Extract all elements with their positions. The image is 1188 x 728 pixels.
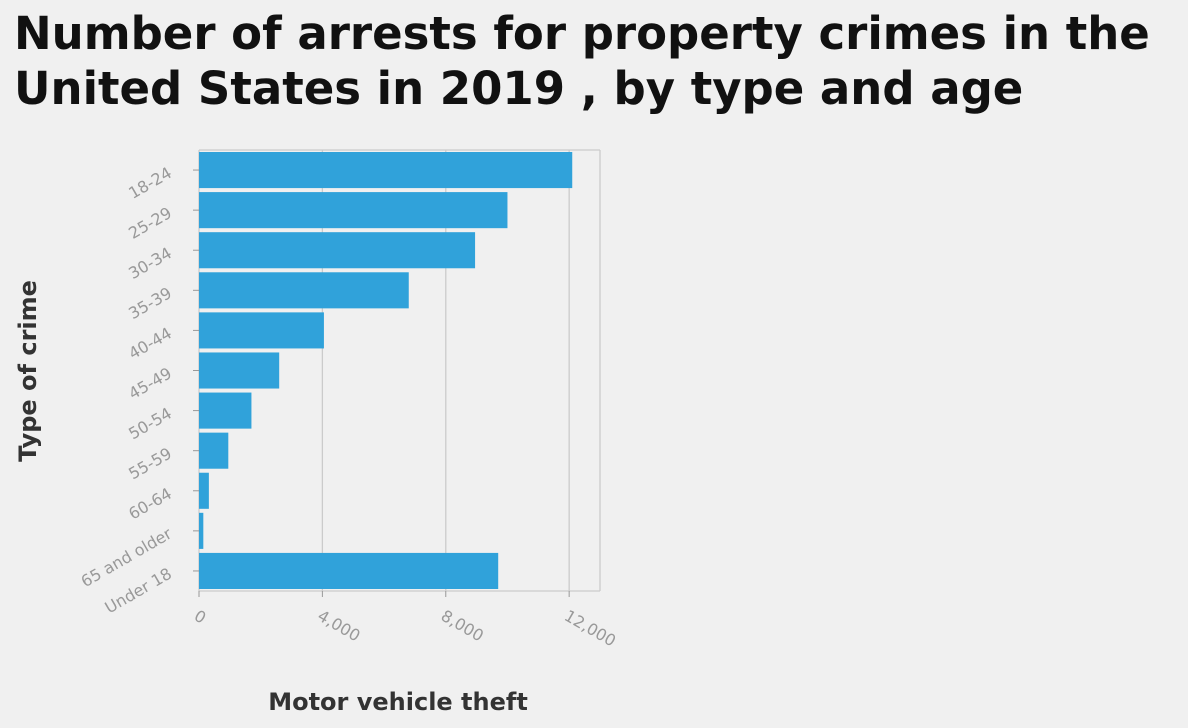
bar: [199, 352, 280, 389]
bar: [199, 512, 204, 549]
bar: [199, 152, 573, 189]
y-axis-title: Type of crime: [14, 280, 42, 462]
bar: [199, 272, 409, 309]
bar: [199, 432, 229, 469]
y-tick-label: 55-59: [125, 444, 175, 484]
chart-title: Number of arrests for property crimes in…: [14, 7, 1150, 115]
x-axis-ticks: 0 4,000 8,000 12,000: [191, 591, 619, 650]
y-tick-label: 18-24: [125, 163, 175, 203]
bar-layer: [199, 152, 573, 589]
y-tick-label: 40-44: [125, 323, 175, 363]
bar: [199, 552, 499, 589]
y-tick-label: 25-29: [125, 203, 175, 243]
x-tick-label: 12,000: [561, 606, 619, 650]
x-tick-label: 0: [191, 606, 209, 628]
y-tick-label: 30-34: [125, 243, 175, 283]
y-tick-label: 45-49: [125, 364, 175, 404]
x-tick-label: 4,000: [314, 606, 363, 645]
y-tick-label: 50-54: [125, 404, 175, 444]
y-axis-ticks: 18-2425-2930-3435-3940-4445-4950-5455-59…: [78, 163, 199, 617]
y-tick-label: 35-39: [125, 283, 175, 323]
bar: [199, 232, 476, 269]
bar: [199, 392, 252, 429]
x-tick-label: 8,000: [438, 606, 487, 645]
bar: [199, 472, 209, 509]
bar: [199, 192, 508, 229]
y-tick-label: 60-64: [125, 484, 175, 524]
x-axis-title: Motor vehicle theft: [268, 688, 528, 716]
bar: [199, 312, 324, 349]
